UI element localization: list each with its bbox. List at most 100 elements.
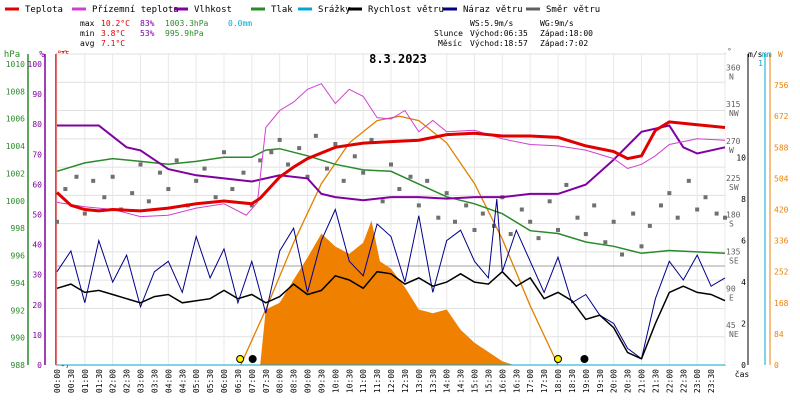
wind-direction-point — [575, 215, 580, 220]
x-tick-label: 23:00 — [693, 369, 702, 393]
x-tick-label: 14:00 — [443, 369, 452, 393]
wind-direction-point — [536, 236, 541, 241]
x-tick-label: 08:30 — [290, 369, 299, 393]
x-tick-label: 15:30 — [484, 369, 493, 393]
wind-direction-point — [592, 203, 597, 208]
x-tick-label: 09:30 — [317, 369, 326, 393]
axis-tick-hpa: 1006 — [6, 115, 25, 124]
chart-title: 8.3.2023 — [369, 52, 427, 66]
wind-direction-point — [91, 178, 96, 183]
axis-tick-ms: 4 — [741, 278, 746, 287]
x-tick-label: 18:30 — [568, 369, 577, 393]
wind-direction-point — [241, 170, 246, 175]
axis-tick-pct: 0 — [37, 361, 42, 370]
wind-direction-point — [230, 187, 235, 192]
x-tick-label: 14:30 — [457, 369, 466, 393]
series-pressure — [56, 147, 726, 255]
axis-tick-dir: 270 — [726, 137, 741, 146]
axis-tick-ms: 6 — [741, 237, 746, 246]
axis-tick-hpa: 1010 — [6, 60, 25, 69]
axis-tick-dir: 90 — [726, 284, 736, 293]
axis-tick-hpa: 1008 — [6, 87, 25, 96]
legend-label-rain: Srážky — [318, 5, 351, 15]
x-tick-label: 01:30 — [95, 369, 104, 393]
legend: Teplota Přízemní teplota Vlhkost Tlak Srážky… — [5, 5, 600, 15]
x-tick-label: 11:00 — [359, 369, 368, 393]
stat-label-min: min — [80, 29, 95, 38]
x-tick-label: 07:30 — [262, 369, 271, 393]
x-tick-label: 22:00 — [665, 369, 674, 393]
axis-unit-w: W — [778, 50, 783, 59]
axis-tick-w: 0 — [774, 361, 779, 370]
x-tick-label: 00:00 — [53, 369, 62, 393]
wind-direction-point — [508, 232, 513, 237]
sunrise-marker — [236, 355, 245, 363]
axis-tick-pct: 90 — [32, 90, 42, 99]
wind-direction-point — [436, 215, 441, 220]
wind-direction-point — [444, 191, 449, 196]
wind-direction-point — [675, 215, 680, 220]
axis-tick-pct: 70 — [32, 150, 42, 159]
axis-tick-hpa: 988 — [11, 361, 26, 370]
wind-direction-point — [631, 211, 636, 216]
x-tick-label: 17:30 — [540, 369, 549, 393]
x-tick-label: 02:00 — [109, 369, 118, 393]
wind-direction-point — [313, 133, 318, 138]
x-tick-label: 21:00 — [638, 369, 647, 393]
wind-direction-point — [138, 162, 143, 167]
axis-tick-mm: 1 — [758, 59, 763, 68]
x-tick-label: 06:30 — [234, 369, 243, 393]
wind-direction-point — [667, 191, 672, 196]
wind-direction-point — [269, 150, 274, 155]
axis-tick-w: 588 — [774, 143, 789, 152]
axis-tick-w: 84 — [774, 330, 784, 339]
axis-tick-dir-card: N — [729, 72, 734, 81]
x-tick-label: 02:30 — [123, 369, 132, 393]
axis-tick-dir-card: SW — [729, 183, 739, 192]
wind-direction-point — [556, 227, 560, 232]
axis-tick-hpa: 992 — [11, 306, 26, 315]
stat-rain-max: 0.0mm — [228, 19, 252, 28]
x-tick-label: 20:30 — [624, 369, 633, 393]
right-axes: °360N315NW270W225SW180S135SE90E45NEm/s10… — [726, 47, 789, 370]
legend-label-feels: Přízemní teplota — [92, 5, 179, 15]
axis-tick-pct: 60 — [32, 180, 42, 189]
sun-moon-info: WS:5.9m/s WG:9m/s Slunce Východ:06:35 Západ:… — [434, 19, 593, 48]
x-axis: 00:00 00:30 01:00 01:30 02:00 02:30 03:00 03:30… — [53, 369, 749, 393]
x-tick-label: 15:00 — [471, 369, 480, 393]
wind-direction-point — [222, 150, 226, 155]
axis-tick-dir: 315 — [726, 100, 741, 109]
axis-tick-w: 672 — [774, 112, 789, 121]
x-tick-label: 20:00 — [610, 369, 619, 393]
axis-tick-hpa: 998 — [11, 224, 26, 233]
wind-direction-point — [639, 244, 644, 249]
info-sun-label: Slunce — [434, 29, 463, 38]
wind-direction-point — [333, 142, 338, 147]
wind-direction-point — [703, 195, 708, 200]
axis-tick-pct: 30 — [32, 271, 42, 280]
stat-label-avg: avg — [80, 39, 95, 48]
wind-direction-point — [74, 174, 79, 179]
legend-label-dir: Směr větru — [546, 5, 600, 15]
wind-direction-point — [361, 170, 366, 175]
info-wg: WG:9m/s — [540, 19, 574, 28]
x-tick-label: 13:00 — [415, 369, 424, 393]
wind-direction-point — [258, 158, 263, 163]
wind-direction-point — [397, 187, 402, 192]
axis-tick-ms: 10 — [736, 154, 746, 163]
x-tick-label: 23:30 — [707, 369, 716, 393]
wind-direction-point — [146, 199, 151, 204]
wind-direction-point — [714, 211, 719, 216]
wind-direction-point — [480, 211, 485, 216]
wind-direction-point — [202, 166, 207, 171]
wind-direction-point — [174, 158, 179, 163]
wind-direction-point — [647, 223, 652, 228]
solar-theoretical-line — [240, 115, 559, 366]
axis-tick-w: 168 — [774, 299, 789, 308]
x-tick-label: 18:00 — [554, 369, 563, 393]
series-humidity — [57, 124, 726, 202]
wind-direction-point — [695, 207, 700, 212]
x-tick-label: 05:00 — [192, 369, 201, 393]
x-tick-label: 21:30 — [651, 369, 660, 393]
